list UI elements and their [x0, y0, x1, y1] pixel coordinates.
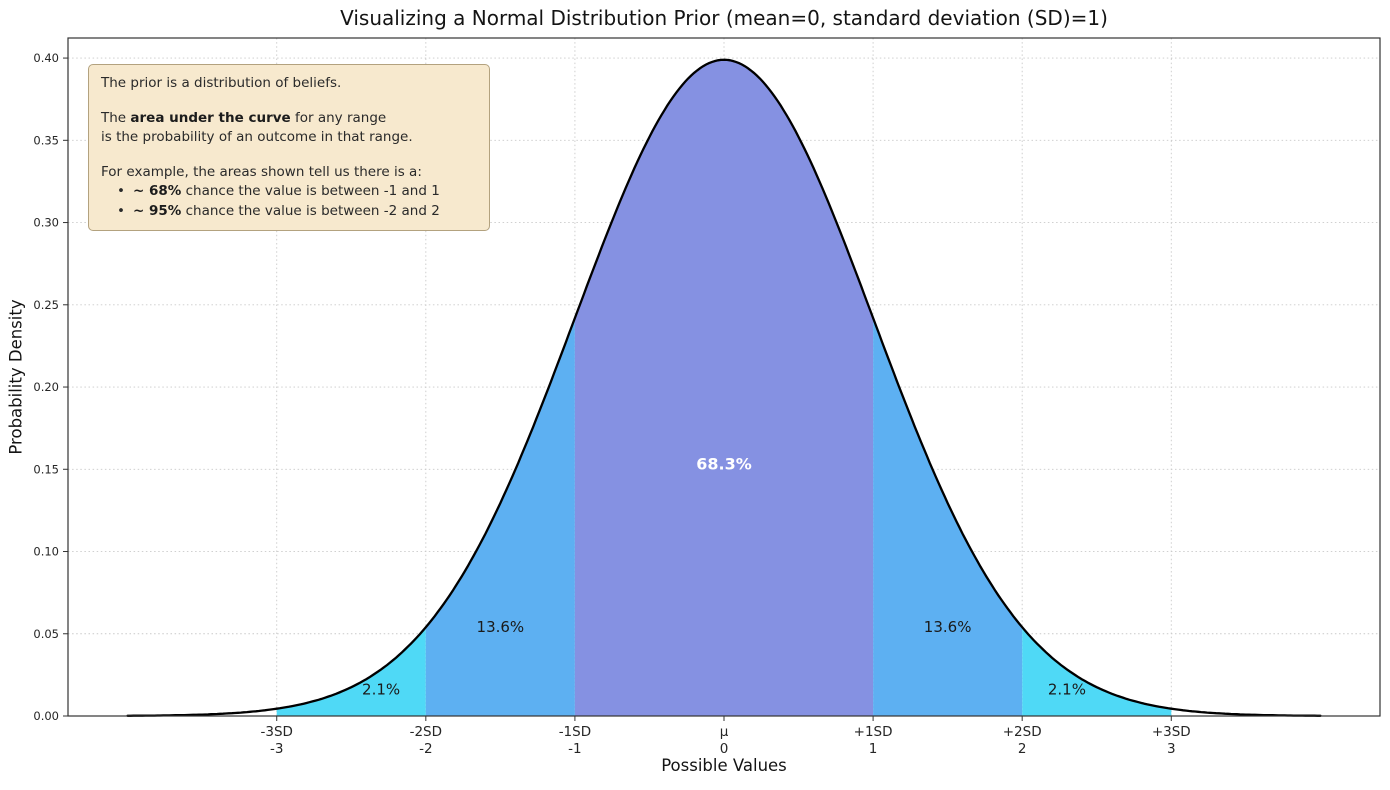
region-label: 2.1% — [1048, 681, 1086, 699]
annotation-text: for any range — [290, 109, 387, 126]
annotation-bold-text: area under the curve — [130, 109, 291, 126]
x-tick-label-sd: -3SD — [261, 724, 293, 740]
x-tick-label-sd: μ — [720, 724, 729, 740]
region-label: 13.6% — [924, 618, 972, 636]
region-fill — [1022, 627, 1172, 716]
y-tick-label: 0.35 — [33, 133, 59, 147]
y-tick-label: 0.05 — [33, 627, 59, 641]
x-tick-label-value: -1 — [568, 741, 581, 757]
region-fill — [276, 627, 426, 716]
x-tick-label-sd: -1SD — [559, 724, 591, 740]
annotation-bullet-2: • ~ 95% chance the value is between -2 an… — [101, 202, 477, 222]
annotation-spacer — [101, 94, 477, 109]
annotation-bold-text: ~ 68% — [132, 183, 182, 199]
x-tick-label-value: 0 — [720, 741, 729, 757]
annotation-text: chance the value is between -2 and 2 — [181, 202, 440, 219]
annotation-text: For example, the areas shown tell us the… — [101, 163, 422, 180]
region-label: 13.6% — [477, 618, 525, 636]
x-tick-label-value: 1 — [869, 741, 878, 757]
annotation-text: is the probability of an outcome in that… — [101, 129, 413, 145]
annotation-spacer — [101, 148, 477, 163]
y-tick-label: 0.00 — [33, 709, 59, 723]
curve-path — [126, 58, 1322, 717]
annotation-line-4: For example, the areas shown tell us the… — [101, 163, 477, 183]
x-axis-label: Possible Values — [661, 756, 787, 775]
annotation-line-1: The prior is a distribution of beliefs. — [101, 74, 477, 94]
x-tick-label-value: -3 — [270, 741, 283, 757]
x-tick-label-sd: +1SD — [854, 724, 893, 740]
x-tick-label-sd: +3SD — [1152, 724, 1191, 740]
region-label: 68.3% — [696, 454, 752, 473]
bullet-icon: • — [117, 202, 125, 219]
chart-title: Visualizing a Normal Distribution Prior … — [340, 6, 1108, 30]
annotation-text: The prior is a distribution of beliefs. — [101, 75, 342, 91]
region-fill — [574, 59, 874, 717]
annotation-box: The prior is a distribution of beliefs. … — [88, 64, 490, 231]
y-tick-label: 0.20 — [33, 380, 59, 394]
x-tick-label-sd: -2SD — [410, 724, 442, 740]
y-tick-label: 0.30 — [33, 216, 59, 230]
x-tick-label-sd: +2SD — [1003, 724, 1042, 740]
bullet-icon: • — [117, 183, 125, 199]
annotation-text: chance the value is between -1 and 1 — [181, 183, 440, 199]
y-tick-label: 0.40 — [33, 51, 59, 65]
x-tick-label-value: 2 — [1018, 741, 1027, 757]
y-tick-label: 0.15 — [33, 462, 59, 476]
annotation-bold-text: ~ 95% — [132, 202, 182, 219]
y-axis-label: Probability Density — [6, 299, 26, 455]
y-tick-label: 0.25 — [33, 298, 59, 312]
y-tick-label: 0.10 — [33, 545, 59, 559]
x-tick-label-value: 3 — [1167, 741, 1176, 757]
annotation-line-3: is the probability of an outcome in that… — [101, 128, 477, 148]
annotation-line-2: The area under the curve for any range — [101, 109, 477, 129]
annotation-text: The — [101, 109, 131, 126]
x-tick-label-value: -2 — [419, 741, 432, 757]
region-label: 2.1% — [362, 681, 400, 699]
annotation-bullet-1: • ~ 68% chance the value is between -1 an… — [101, 182, 477, 202]
